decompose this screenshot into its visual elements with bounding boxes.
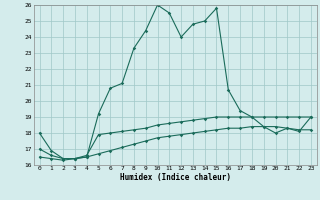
X-axis label: Humidex (Indice chaleur): Humidex (Indice chaleur) [120,173,231,182]
